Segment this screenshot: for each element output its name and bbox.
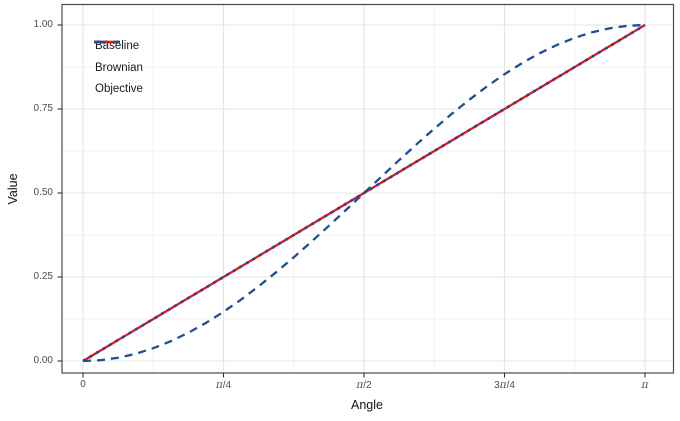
y-tick-label: 0.00	[33, 355, 53, 366]
series-baseline-line	[82, 23, 646, 363]
x-tick-label: π/2	[356, 379, 372, 391]
legend-item-brownian: Brownian	[94, 40, 143, 80]
x-axis-title: Angle	[351, 398, 383, 412]
y-axis-title: Value	[5, 173, 20, 205]
legend-label: Objective	[95, 83, 143, 95]
panel-border	[61, 3, 675, 374]
x-tick-label: 3π/4	[494, 379, 515, 391]
x-tick-label: π	[641, 379, 649, 391]
legend-label: Brownian	[95, 61, 143, 74]
y-tick-label: 1.00	[33, 19, 53, 30]
legend-item-objective: Objective	[94, 40, 143, 101]
y-tick-label: 0.25	[33, 271, 53, 282]
y-tick-label: 0.75	[33, 103, 53, 114]
legend-key-dashed-line-icon	[94, 40, 120, 44]
x-tick-label: 0	[80, 379, 86, 390]
y-tick-label: 0.50	[33, 187, 53, 198]
x-tick-label: π/4	[215, 379, 232, 391]
legend-label: Baseline	[95, 40, 140, 52]
legend: Baseline Brownian Objective	[94, 36, 143, 101]
